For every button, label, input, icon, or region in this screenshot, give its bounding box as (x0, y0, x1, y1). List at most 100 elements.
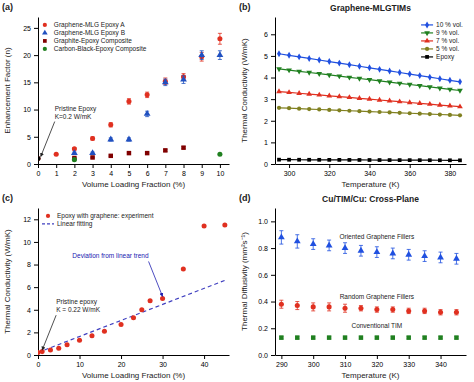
tick-label: 300 (284, 170, 296, 177)
error-bar (145, 92, 149, 97)
data-point (287, 158, 291, 162)
tick-mark (271, 221, 275, 222)
tick-mark (34, 355, 38, 356)
tick-mark (271, 121, 275, 122)
data-point (306, 71, 312, 76)
tick-mark (271, 328, 275, 329)
error-bar (311, 303, 315, 311)
data-point (397, 98, 403, 103)
tick-label: 7 (164, 170, 168, 177)
x-axis: 010203040 (37, 355, 230, 368)
data-point (119, 322, 124, 327)
error-bar (279, 300, 283, 308)
data-point (398, 111, 402, 115)
data-point (458, 113, 462, 117)
tick-mark (271, 56, 275, 57)
data-point (180, 76, 187, 82)
tick-mark (34, 55, 38, 56)
data-point (217, 152, 222, 157)
data-point (317, 158, 321, 162)
data-point (428, 112, 432, 116)
axis-line (38, 18, 39, 165)
x-axis-title: Volume Loading Fraction (%) (82, 180, 186, 189)
error-bar (391, 307, 395, 312)
data-point (90, 155, 94, 159)
y-axis: 0123456 (264, 18, 275, 168)
legend-entry: Epoxy (421, 53, 455, 61)
data-point (453, 255, 460, 261)
data-point (458, 78, 462, 85)
tick-label: 6 (146, 170, 150, 177)
tick: 40 (201, 355, 209, 368)
data-point (163, 148, 167, 152)
data-point (336, 93, 342, 98)
data-point (358, 158, 362, 162)
tick-label: 30 (159, 361, 167, 368)
data-point (109, 154, 113, 158)
tick: 8 (182, 164, 186, 177)
data-point (377, 110, 381, 114)
data-point (438, 75, 442, 82)
data-point (326, 241, 333, 247)
tick-mark (271, 275, 275, 276)
axis-line (39, 355, 230, 356)
tick: 8 (27, 261, 38, 268)
data-point (131, 315, 136, 320)
data-point (438, 112, 442, 116)
data-point (198, 51, 205, 57)
tick-mark (184, 164, 185, 168)
data-point (65, 342, 70, 347)
data-point (144, 110, 151, 116)
data-point (408, 158, 412, 162)
tick-mark (220, 164, 221, 168)
tick: 2 (27, 329, 38, 336)
tick: 0 (27, 161, 38, 168)
data-point (38, 156, 41, 161)
tick: 6 (264, 31, 275, 38)
data-point (348, 158, 352, 162)
error-bar (343, 336, 347, 339)
panel: 3003203403603800123456Temperature (K)The… (239, 2, 467, 189)
series-line (279, 92, 460, 107)
tick-mark (34, 137, 38, 138)
data-point (457, 103, 463, 108)
annotation-line: Pristine epoxy (56, 298, 98, 306)
data-point (347, 61, 351, 68)
tick: 2 (73, 164, 77, 177)
error-bar (343, 304, 347, 312)
tick-label: 25 (23, 25, 31, 32)
tick-mark (409, 355, 410, 359)
legend-entry: Graphene-MLG Epoxy A (43, 21, 126, 29)
legend-marker (46, 214, 50, 218)
data-point (327, 108, 331, 112)
tick: 330 (403, 355, 415, 368)
error-bar (391, 336, 395, 339)
data-point (347, 94, 353, 99)
tick: 310 (340, 355, 352, 368)
legend-marker (42, 30, 48, 35)
tick-label: 2 (73, 170, 77, 177)
error-bar (295, 302, 299, 310)
plot-area (38, 33, 223, 162)
tick: 1.0 (258, 218, 275, 225)
tick: 2 (264, 118, 275, 125)
data-point (405, 251, 412, 257)
annotation-line: Deviation from linear trend (72, 252, 149, 259)
data-point (357, 95, 363, 100)
tick-mark (147, 164, 148, 168)
error-bar (359, 336, 363, 339)
data-point (286, 68, 292, 73)
data-point (448, 113, 452, 117)
tick-mark (80, 355, 81, 359)
tick-label: 8 (182, 170, 186, 177)
data-point (297, 53, 301, 60)
data-point (297, 158, 301, 162)
error-bar (454, 336, 458, 339)
data-point (307, 107, 311, 111)
tick-mark (34, 219, 38, 220)
legend-marker (425, 21, 429, 28)
legend-entry: Linear fitting (42, 220, 93, 228)
data-point (387, 98, 393, 103)
tick-mark (56, 164, 57, 168)
tick-mark (34, 110, 38, 111)
